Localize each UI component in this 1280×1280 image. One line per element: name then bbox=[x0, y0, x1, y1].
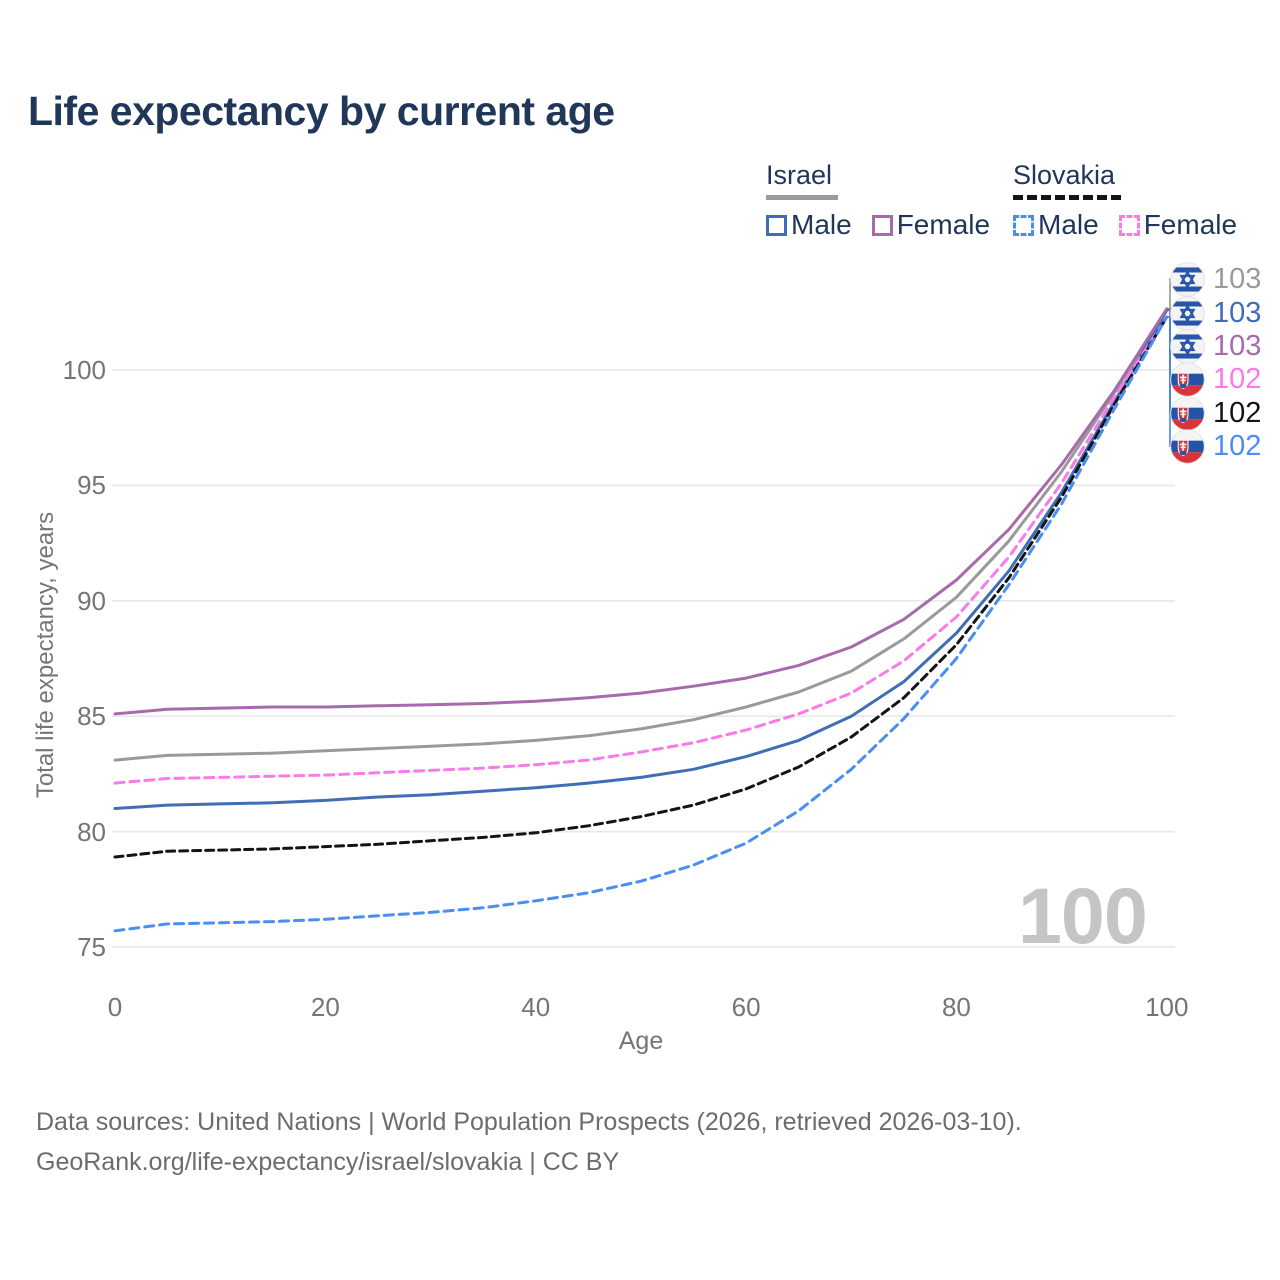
series-line-israel-female bbox=[113, 307, 1169, 716]
end-label-value: 102 bbox=[1213, 363, 1262, 395]
footer-data-sources: Data sources: United Nations | World Pop… bbox=[36, 1108, 1022, 1136]
y-tick-100: 100 bbox=[62, 355, 106, 385]
end-label-israel-total: 103 bbox=[1170, 262, 1261, 297]
end-label-value: 103 bbox=[1213, 330, 1262, 362]
x-tick-60: 60 bbox=[731, 992, 761, 1022]
legend-item-slovakia-female[interactable]: Female bbox=[1118, 209, 1238, 241]
page-title: Life expectancy by current age bbox=[28, 88, 615, 134]
legend-row-israel: Male Female bbox=[766, 209, 990, 241]
legend-item-israel-female[interactable]: Female bbox=[871, 209, 991, 241]
y-tick-85: 85 bbox=[77, 701, 106, 732]
israel-flag-icon bbox=[1170, 262, 1205, 297]
end-label-value: 102 bbox=[1213, 397, 1262, 429]
legend-item-israel-male[interactable]: Male bbox=[766, 209, 852, 241]
end-label-slovakia-total: 102 bbox=[1170, 396, 1261, 431]
series-line-slovakia-male bbox=[113, 315, 1169, 933]
legend-group-slovakia: Slovakia Male Female bbox=[1013, 160, 1237, 241]
x-tick-80: 80 bbox=[941, 992, 971, 1022]
israel-flag-icon bbox=[1170, 329, 1205, 364]
y-tick-95: 95 bbox=[77, 470, 106, 501]
legend-label: Male bbox=[791, 209, 852, 240]
series-line-israel-male bbox=[113, 308, 1169, 810]
y-tick-80: 80 bbox=[77, 816, 106, 847]
end-label-value: 103 bbox=[1213, 263, 1262, 295]
end-label-value: 102 bbox=[1213, 430, 1262, 462]
slovakia-female-swatch-icon bbox=[1118, 214, 1140, 236]
series-line-slovakia-female bbox=[113, 315, 1169, 785]
legend-label: Female bbox=[896, 209, 991, 240]
legend-label: Female bbox=[1143, 209, 1238, 240]
x-tick-100: 100 bbox=[1145, 992, 1189, 1022]
legend-item-slovakia-male[interactable]: Male bbox=[1013, 209, 1099, 241]
y-axis-title: Total life expectancy, years bbox=[32, 511, 59, 799]
watermark-age-indicator: 100 bbox=[1018, 871, 1148, 960]
end-label-slovakia-male: 102 bbox=[1170, 429, 1261, 464]
series-line-israel-total bbox=[113, 308, 1169, 762]
x-tick-20: 20 bbox=[310, 992, 340, 1022]
slovakia-male-swatch-icon bbox=[1013, 214, 1034, 236]
israel-flag-icon bbox=[1170, 296, 1205, 331]
legend-group-israel: Israel Male Female bbox=[766, 160, 990, 241]
series-line-slovakia-total bbox=[113, 315, 1169, 859]
slovakia-flag-icon bbox=[1170, 429, 1205, 464]
legend-header-slovakia: Slovakia bbox=[1013, 160, 1122, 200]
x-tick-40: 40 bbox=[521, 992, 551, 1022]
end-label-israel-female: 103 bbox=[1170, 329, 1261, 364]
footer-attribution: GeoRank.org/life-expectancy/israel/slova… bbox=[36, 1148, 620, 1176]
legend-header-israel: Israel bbox=[766, 160, 839, 200]
x-axis-title: Age bbox=[618, 1027, 664, 1055]
slovakia-flag-icon bbox=[1170, 396, 1205, 431]
israel-male-swatch-icon bbox=[766, 214, 787, 236]
legend-row-slovakia: Male Female bbox=[1013, 209, 1237, 241]
y-tick-90: 90 bbox=[77, 585, 106, 616]
end-label-slovakia-female: 102 bbox=[1170, 362, 1261, 397]
legend-label: Male bbox=[1038, 209, 1099, 240]
x-tick-0: 0 bbox=[107, 992, 123, 1022]
slovakia-flag-icon bbox=[1170, 362, 1205, 397]
end-label-value: 103 bbox=[1213, 297, 1262, 329]
y-tick-75: 75 bbox=[77, 932, 106, 962]
end-label-israel-male: 103 bbox=[1170, 296, 1261, 331]
israel-female-swatch-icon bbox=[871, 214, 893, 236]
